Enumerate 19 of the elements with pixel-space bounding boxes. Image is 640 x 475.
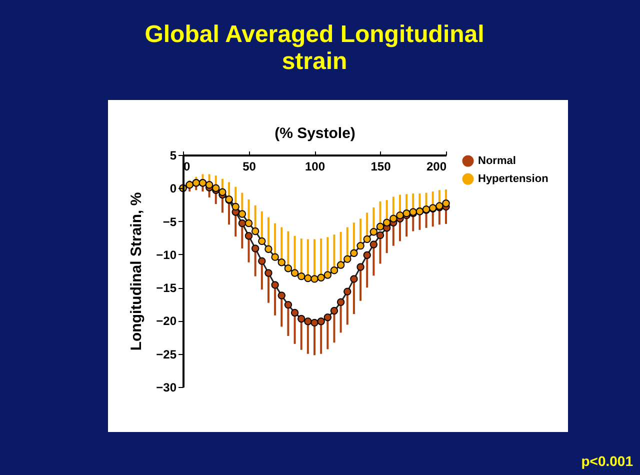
x-tick-label: 50 bbox=[242, 160, 256, 174]
y-tick-label: −30 bbox=[156, 380, 177, 394]
text: Global Averaged Longitudinal bbox=[144, 21, 484, 48]
text: p<0.001 bbox=[581, 453, 634, 469]
y-tick-label: −10 bbox=[156, 248, 177, 262]
x-axis-title: (% Systole) bbox=[274, 125, 356, 142]
y-tick-label: −5 bbox=[162, 214, 177, 229]
y-tick-label: −20 bbox=[156, 314, 177, 328]
legend-label: Normal bbox=[478, 155, 516, 167]
y-tick-label: 5 bbox=[170, 148, 177, 162]
text: strain bbox=[282, 48, 348, 75]
y-tick-label: −15 bbox=[156, 281, 177, 296]
y-tick-label: −25 bbox=[156, 347, 177, 362]
x-tick-label: 200 bbox=[426, 160, 447, 174]
legend-label: Hypertension bbox=[478, 173, 549, 185]
y-axis-title: Longitudinal Strain, % bbox=[128, 192, 146, 351]
x-tick-label: 150 bbox=[370, 160, 392, 174]
x-tick-label: 100 bbox=[304, 160, 326, 174]
y-tick-label: 0 bbox=[170, 182, 177, 196]
